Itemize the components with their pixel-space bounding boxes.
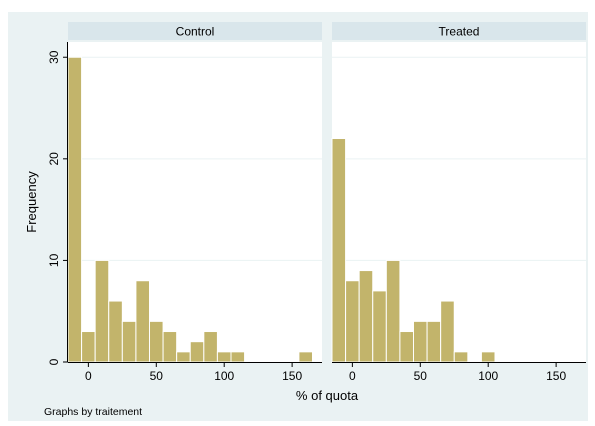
x-axis-control: 0 50 100 150: [68, 362, 322, 383]
bar-control-6: [148, 320, 164, 363]
panel-strip-treated: [332, 22, 586, 40]
bar-control-3: [108, 300, 123, 363]
panel-title-treated: Treated: [439, 25, 480, 39]
x-tick-label-treated-150: 150: [546, 369, 566, 383]
bar-control-5: [135, 280, 150, 363]
bar-control-11: [216, 351, 232, 363]
x-tick-label-control-100: 100: [214, 369, 234, 383]
bar-treated-9: [453, 351, 469, 363]
bar-treated-4: [385, 259, 401, 363]
gridlines-treated: [332, 56, 586, 261]
bar-control-2: [94, 259, 110, 363]
bars-treated: [331, 138, 496, 363]
x-tick-label-treated-50: 50: [414, 369, 428, 383]
bar-treated-1: [345, 280, 360, 363]
bar-treated-0: [331, 138, 347, 363]
bar-treated-11: [480, 351, 496, 363]
panel-title-control: Control: [176, 25, 215, 39]
x-tick-label-control-0: 0: [85, 369, 92, 383]
x-tick-label-treated-0: 0: [349, 369, 356, 383]
y-tick-label-30: 30: [47, 50, 61, 64]
y-axis-title: Frequency: [24, 171, 39, 233]
bar-control-12: [230, 351, 246, 363]
bar-treated-3: [372, 290, 387, 363]
x-tick-label-control-50: 50: [150, 369, 164, 383]
bar-control-8: [176, 351, 191, 363]
y-tick-label-10: 10: [47, 253, 61, 267]
bar-control-17: [298, 351, 313, 363]
bar-control-7: [162, 331, 178, 363]
bar-control-4: [121, 320, 137, 363]
x-axis-title: % of quota: [296, 388, 359, 403]
panel-strip-control: [68, 22, 322, 40]
bar-control-9: [189, 341, 205, 363]
y-axis: 0 10 20 30: [47, 42, 68, 365]
x-tick-label-treated-100: 100: [478, 369, 498, 383]
bar-treated-6: [412, 320, 428, 363]
y-tick-label-0: 0: [47, 358, 61, 365]
bar-control-1: [81, 331, 96, 363]
bar-control-10: [203, 331, 218, 363]
bar-treated-5: [399, 331, 414, 363]
bar-control-0: [67, 56, 83, 363]
bar-treated-7: [426, 320, 442, 363]
x-tick-label-control-150: 150: [282, 369, 302, 383]
bar-treated-8: [440, 300, 455, 363]
x-axis-treated: 0 50 100 150: [332, 362, 586, 383]
graphs-by-note: Graphs by traitement: [44, 406, 142, 418]
bar-treated-2: [358, 270, 374, 363]
gridlines-control: [68, 56, 322, 261]
y-tick-label-20: 20: [47, 152, 61, 166]
